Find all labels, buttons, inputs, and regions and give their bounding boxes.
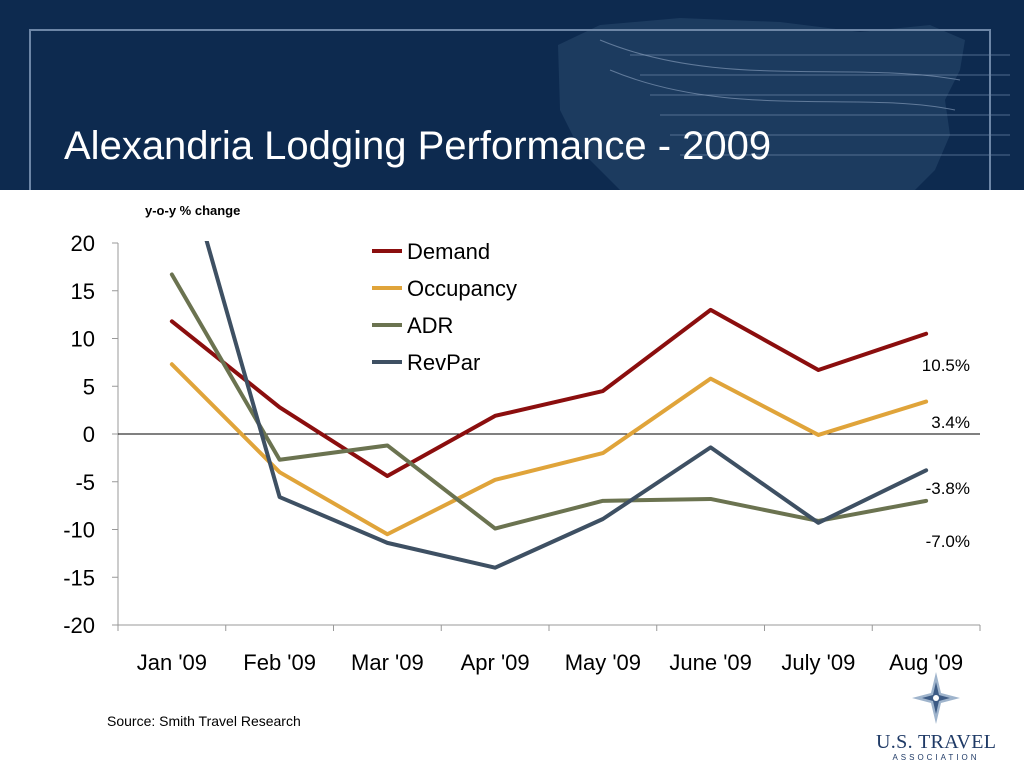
- legend-label: Demand: [407, 239, 490, 264]
- y-tick-label: 15: [71, 279, 95, 304]
- y-tick-label: 20: [71, 231, 95, 256]
- x-tick-label: Mar '09: [351, 650, 424, 675]
- us-travel-logo: U.S. TRAVEL ASSOCIATION: [876, 672, 996, 762]
- y-tick-label: -20: [63, 613, 95, 638]
- y-tick-labels: 20 15 10 5 0 -5 -10 -15 -20: [63, 231, 118, 638]
- slide-header: Alexandria Lodging Performance - 2009: [0, 0, 1024, 190]
- series-lines: [169, 241, 929, 570]
- legend-label: Occupancy: [407, 276, 517, 301]
- y-axis-label: y-o-y % change: [145, 203, 240, 218]
- series-line-occupancy: [169, 362, 929, 537]
- x-tick-label: Apr '09: [461, 650, 530, 675]
- y-tick-label: -15: [63, 565, 95, 590]
- y-tick-label: 0: [83, 422, 95, 447]
- slide-title: Alexandria Lodging Performance - 2009: [64, 124, 772, 168]
- x-tick-label: June '09: [669, 650, 752, 675]
- x-tick-label: July '09: [781, 650, 855, 675]
- us-map-background: [29, 18, 1010, 190]
- series-line-revpar: [204, 241, 929, 570]
- series-line-adr: [169, 272, 929, 531]
- line-chart: y-o-y % change 20 15 10 5 0 -5 -10 -15 -20 Jan '…: [63, 203, 981, 675]
- y-tick-label: -10: [63, 518, 95, 543]
- x-tick-label: Jan '09: [137, 650, 207, 675]
- logo-sub-text: ASSOCIATION: [892, 753, 979, 762]
- annotation-label: 3.4%: [931, 413, 970, 432]
- annotation-label: 10.5%: [922, 356, 970, 375]
- legend: Demand Occupancy ADR RevPar: [372, 239, 517, 375]
- x-tick-label: May '09: [565, 650, 641, 675]
- series-line-demand: [169, 307, 929, 479]
- x-tick-labels: Jan '09 Feb '09 Mar '09 Apr '09 May '09 June …: [117, 625, 981, 675]
- annotation-label: -7.0%: [926, 532, 970, 551]
- x-tick-label: Feb '09: [243, 650, 316, 675]
- legend-label: ADR: [407, 313, 453, 338]
- logo-main-text: U.S. TRAVEL: [876, 731, 996, 753]
- source-note: Source: Smith Travel Research: [107, 713, 301, 729]
- x-tick-label: Aug '09: [889, 650, 963, 675]
- annotation-label: -3.8%: [926, 479, 970, 498]
- end-value-annotations: 10.5% 3.4% -3.8% -7.0%: [922, 356, 970, 551]
- y-tick-label: -5: [75, 470, 95, 495]
- legend-label: RevPar: [407, 350, 480, 375]
- y-tick-label: 10: [71, 327, 95, 352]
- y-tick-label: 5: [83, 374, 95, 399]
- star-compass-icon: [912, 672, 960, 724]
